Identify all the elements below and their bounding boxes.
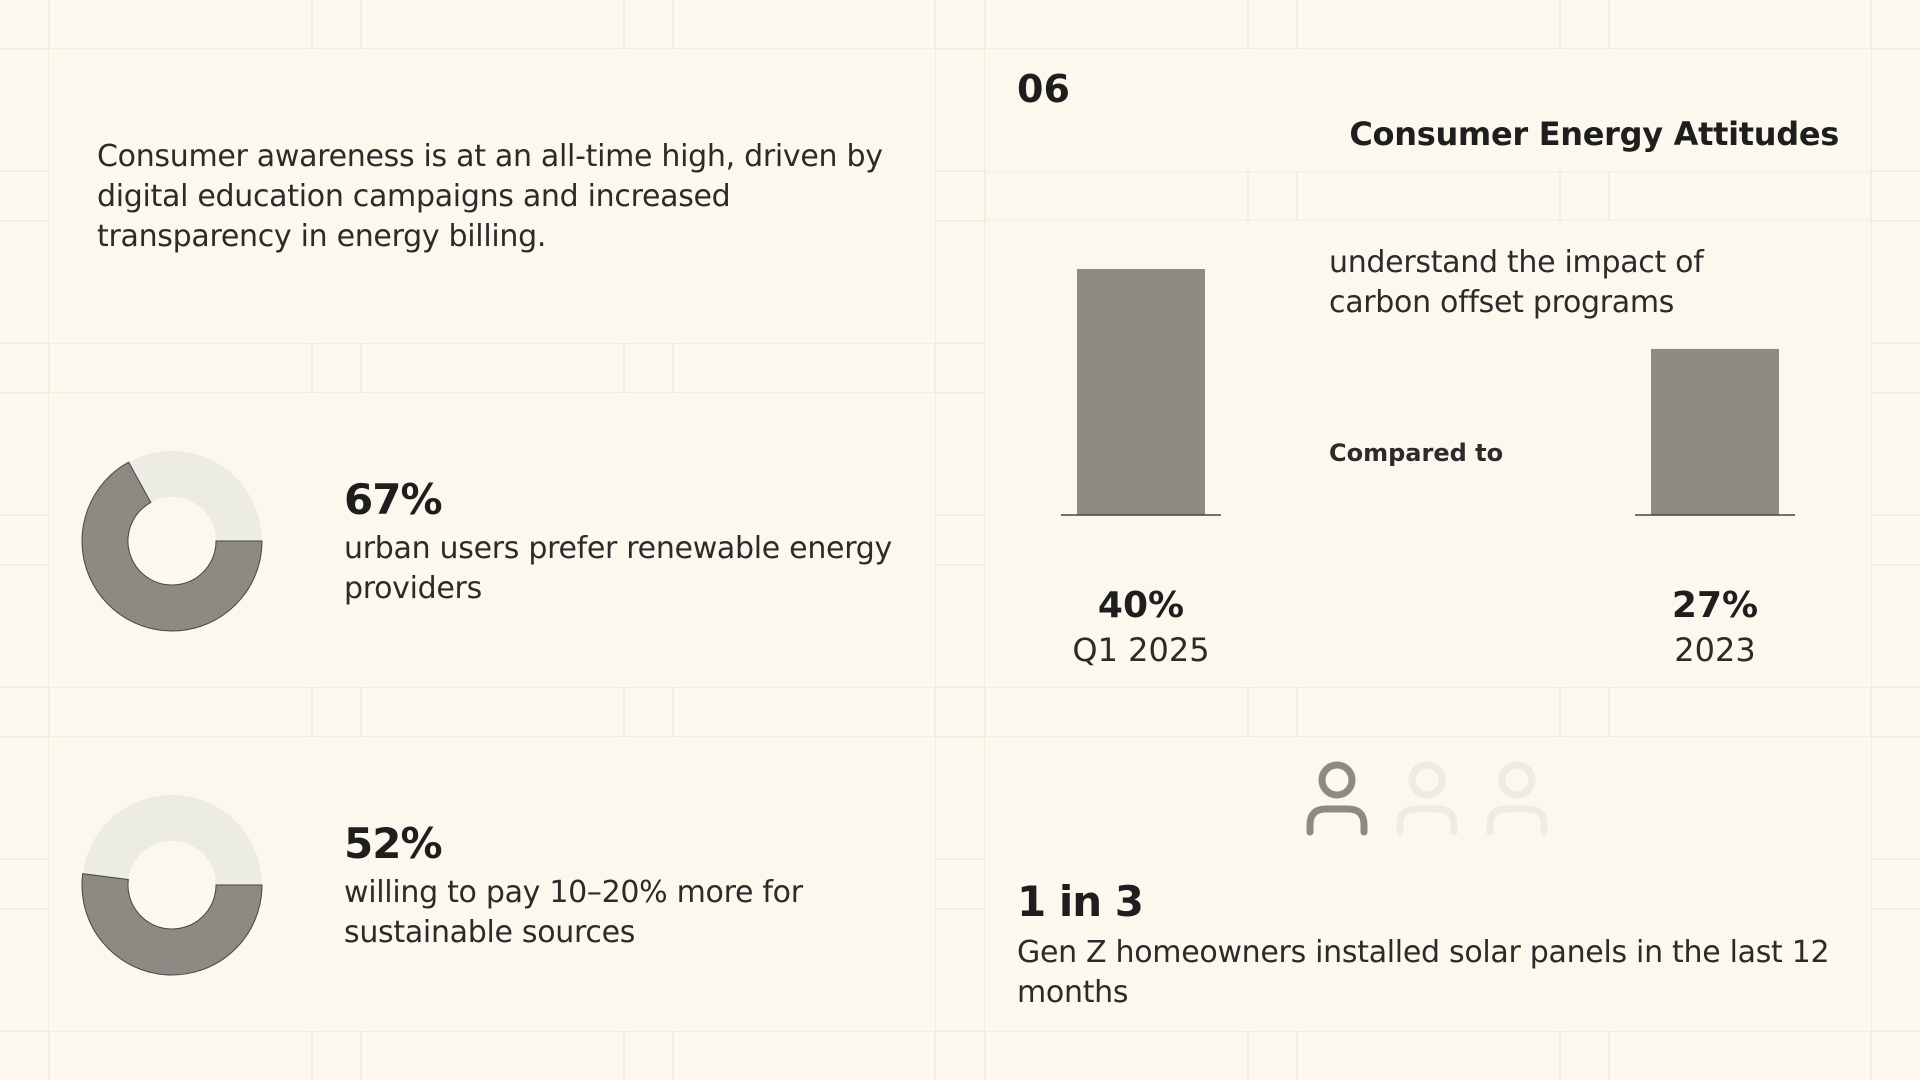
stat-panel-urban: 67% urban users prefer renewable energy …: [49, 393, 935, 687]
gen-z-description: Gen Z homeowners installed solar panels …: [1017, 935, 1830, 1010]
gen-z-value: 1 in 3: [1017, 877, 1144, 926]
donut-value-slice: [81, 873, 263, 976]
bar-category-label: 2023: [1674, 631, 1755, 669]
stat-value-willing: 52%: [344, 819, 443, 868]
bar-chart: 40% Q1 2025 27% 2023: [1061, 269, 1795, 669]
donut-value-slice: [81, 461, 263, 632]
bar-category-label: Q1 2025: [1072, 631, 1209, 669]
person-icon: [1396, 761, 1458, 836]
stat-panel-willing: 52% willing to pay 10–20% more for susta…: [49, 737, 935, 1031]
stat-value-urban: 67%: [344, 475, 443, 524]
slide-title: Consumer Energy Attitudes: [1349, 115, 1839, 153]
gen-z-panel: 1 in 3 Gen Z homeowners installed solar …: [985, 737, 1871, 1031]
bar-q1-2025: [1077, 269, 1205, 515]
carbon-caption: understand the impact of carbon offset p…: [1329, 245, 1704, 320]
bar-value-label: 27%: [1672, 585, 1758, 626]
carbon-chart-panel: 40% Q1 2025 27% 2023 understand the impact …: [985, 221, 1871, 687]
stat-description-willing: willing to pay 10–20% more for sustainab…: [344, 875, 803, 950]
bar-2023: [1651, 348, 1779, 515]
slide-number: 06: [1017, 67, 1070, 111]
bar-value-label: 40%: [1098, 585, 1184, 626]
donut-chart-willing: [81, 795, 263, 976]
intro-panel: Consumer awareness is at an all-time hig…: [49, 49, 935, 343]
donut-chart-urban: [81, 451, 263, 632]
compared-to-label: Compared to: [1329, 439, 1504, 467]
intro-text: Consumer awareness is at an all-time hig…: [97, 139, 883, 254]
person-icon: [1486, 761, 1548, 836]
pictogram: [1306, 761, 1548, 836]
person-icon: [1306, 761, 1368, 836]
header-panel: 06 Consumer Energy Attitudes: [985, 49, 1871, 171]
stat-description-urban: urban users prefer renewable energy prov…: [344, 531, 892, 606]
